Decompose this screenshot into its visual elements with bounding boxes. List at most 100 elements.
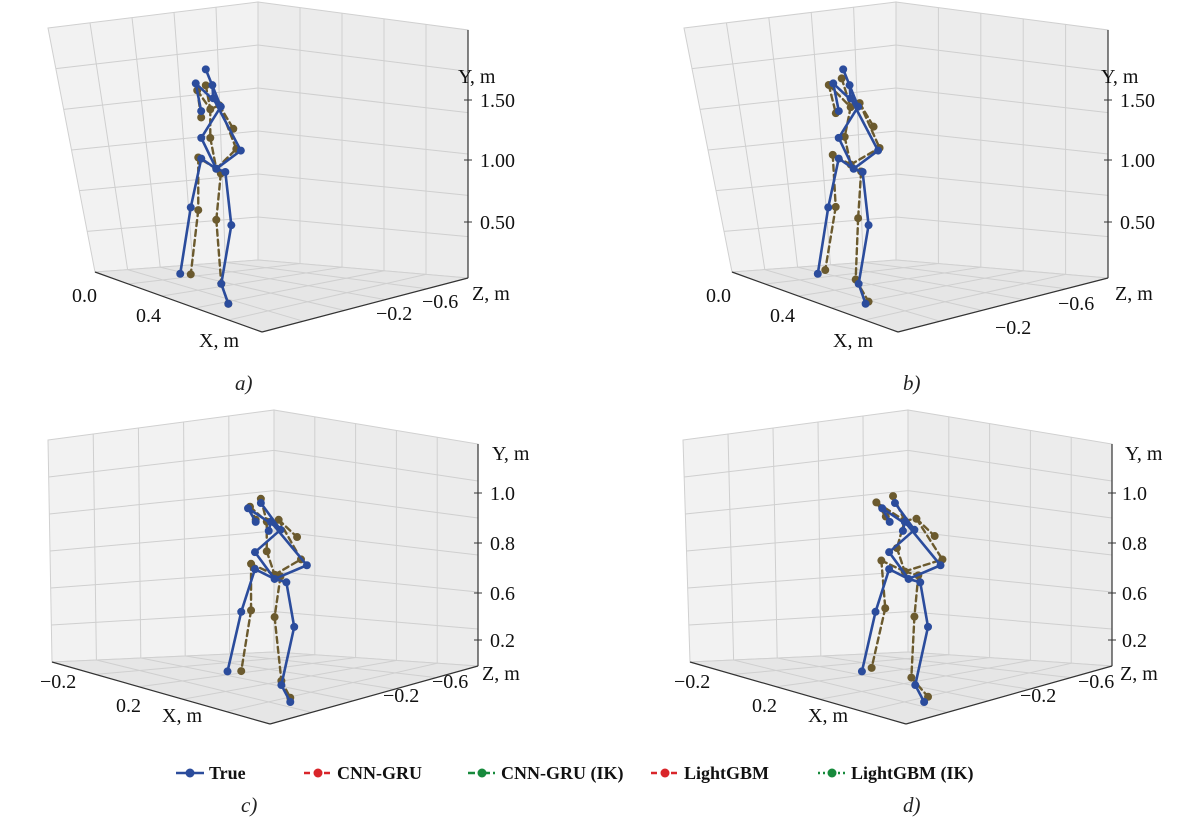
prediction-bone <box>215 218 223 286</box>
z-axis-line <box>269 665 479 725</box>
gridline <box>685 490 1113 519</box>
true-joint <box>251 517 260 526</box>
prediction-joint <box>840 132 849 141</box>
true-joint <box>858 168 867 177</box>
legend-label-true: True <box>209 763 246 783</box>
x-tick-label: 0.4 <box>136 305 161 327</box>
true-joint <box>236 146 245 155</box>
panel-d: 1.0 0.8 0.6 0.2 −0.2 0.2 −0.2 −0.6 Y, m Z, m X,… <box>674 409 1163 817</box>
gridline <box>71 130 469 155</box>
back-left-pane <box>47 409 275 663</box>
gridline <box>228 415 437 679</box>
x-tick-label: 0.0 <box>72 285 97 307</box>
gridline <box>810 12 1025 301</box>
gridline <box>89 22 304 322</box>
y-tick-label: 0.50 <box>1120 212 1155 234</box>
legend-label-lightgbm-ik: LightGBM (IK) <box>851 763 974 784</box>
x-axis-line <box>94 271 263 333</box>
prediction-joint <box>186 270 195 279</box>
legend-item-lightgbm: LightGBM <box>651 763 769 783</box>
z-tick-label: −0.6 <box>422 291 458 313</box>
true-joint <box>834 133 843 142</box>
y-tick-label: 1.0 <box>490 483 515 505</box>
true-bone <box>816 206 830 276</box>
legend-item-true: True <box>176 763 246 783</box>
x-tick-label: −0.2 <box>674 671 710 693</box>
gridline <box>715 173 1109 196</box>
z-axis-line <box>905 665 1113 725</box>
true-joint <box>266 517 275 526</box>
gridline <box>55 44 469 72</box>
prediction-joint <box>270 613 279 622</box>
gridline <box>195 18 385 309</box>
x-axis-line <box>731 271 899 333</box>
true-joint <box>191 79 200 88</box>
panel-b: 1.50 1.00 0.50 0.0 0.4 −0.2 −0.6 Y, m Z, m X, … <box>683 1 1155 395</box>
panel-a-zlabel: Z, m <box>472 283 510 305</box>
z-tick-label: −0.2 <box>383 685 419 707</box>
panel-c-grid <box>47 409 479 725</box>
prediction-joint <box>869 122 878 131</box>
true-joint <box>885 548 894 557</box>
true-bone <box>253 550 276 581</box>
true-joint <box>871 607 880 616</box>
true-joint <box>276 525 285 534</box>
panel-a-caption: a) <box>235 371 253 395</box>
prediction-bone <box>204 84 212 111</box>
true-joint <box>186 203 195 212</box>
gridline <box>831 18 1024 309</box>
y-tick-label: 0.8 <box>490 533 515 555</box>
gridline <box>49 530 479 556</box>
x-tick-label: −0.2 <box>40 671 76 693</box>
true-bone <box>857 223 870 286</box>
true-bone <box>215 149 243 171</box>
panel-c-skeleton <box>223 494 311 706</box>
true-bone <box>913 625 930 687</box>
prediction-bone <box>840 77 852 109</box>
panel-b-skeleton <box>813 65 884 308</box>
back-right-pane <box>257 1 469 279</box>
y-tick-label: 0.2 <box>1122 630 1147 652</box>
true-joint <box>900 517 909 526</box>
panel-b-ticks: 1.50 1.00 0.50 0.0 0.4 −0.2 −0.6 <box>706 90 1155 339</box>
true-joint <box>920 697 929 706</box>
true-joint <box>223 667 232 676</box>
legend-label-lightgbm: LightGBM <box>684 763 769 783</box>
gridline <box>862 437 1072 713</box>
panel-c-ylabel: Y, m <box>492 443 530 465</box>
true-joint <box>924 622 933 631</box>
true-joint <box>197 133 206 142</box>
gridline <box>725 22 941 322</box>
prediction-bone <box>827 83 852 109</box>
true-joint <box>911 681 920 690</box>
back-left-pane <box>683 1 897 273</box>
true-bone <box>837 136 855 171</box>
panel-c-zlabel: Z, m <box>482 663 520 685</box>
true-joint <box>839 65 848 74</box>
gridline <box>48 449 479 482</box>
prediction-bone <box>856 170 863 220</box>
panel-a-grid <box>47 1 469 333</box>
panel-c-ticks: 1.0 0.8 0.6 0.2 −0.2 0.2 −0.2 −0.6 <box>40 483 515 717</box>
panel-d-skeleton <box>857 492 947 706</box>
prediction-joint <box>247 606 256 615</box>
x-axis-line <box>689 661 907 725</box>
panel-d-grid <box>682 409 1113 725</box>
gridline <box>228 24 427 321</box>
true-bone <box>273 563 309 581</box>
prediction-joint <box>846 103 855 112</box>
prediction-joint <box>910 612 919 621</box>
prediction-joint <box>262 547 271 556</box>
gridline <box>862 415 1071 679</box>
prediction-bone <box>870 607 887 670</box>
prediction-bone <box>215 172 223 221</box>
prediction-bone <box>910 676 930 698</box>
prediction-joint <box>872 498 881 507</box>
panel-c: 1.0 0.8 0.6 0.2 −0.2 0.2 −0.2 −0.6 Y, m Z, m X,… <box>40 409 530 817</box>
prediction-joint <box>907 673 916 682</box>
panel-d-zlabel: Z, m <box>1120 663 1158 685</box>
gridline <box>128 7 301 285</box>
true-joint <box>916 578 925 587</box>
back-left-pane <box>47 1 259 273</box>
gridline <box>727 433 948 713</box>
